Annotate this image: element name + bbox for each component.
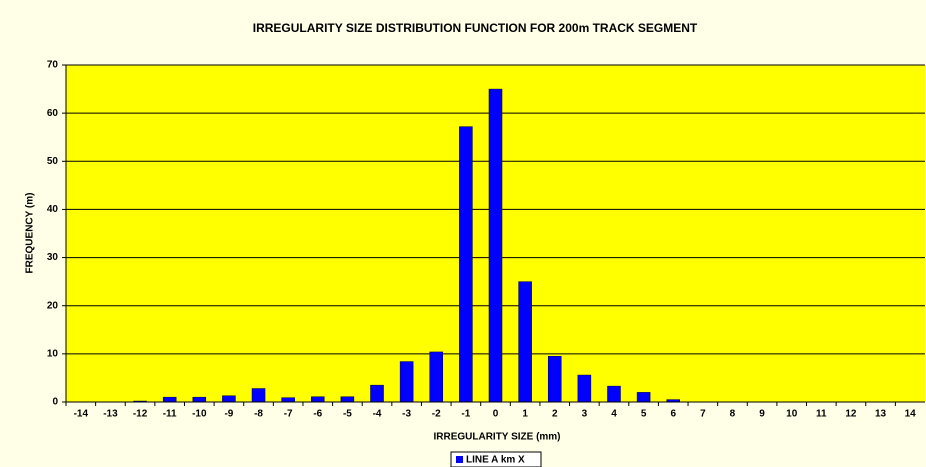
x-tick-label: 5 <box>641 409 647 420</box>
bar <box>488 88 503 403</box>
bar <box>251 388 266 403</box>
x-tick-label: 8 <box>730 409 736 420</box>
y-tick-label: 40 <box>47 204 59 215</box>
bar <box>607 385 621 403</box>
y-tick-label: 0 <box>52 397 58 408</box>
x-tick-label: 12 <box>845 409 857 420</box>
x-tick-label: -9 <box>224 409 233 420</box>
x-tick-label: -3 <box>402 409 411 420</box>
legend <box>450 451 542 467</box>
x-tick-label: 0 <box>493 409 499 420</box>
y-tick-label: 70 <box>47 60 59 71</box>
x-tick-label: -7 <box>284 409 293 420</box>
x-tick-label: 7 <box>700 409 706 420</box>
x-tick-label: 4 <box>611 409 617 420</box>
x-tick-label: -6 <box>313 409 322 420</box>
y-tick-label: 60 <box>47 108 59 119</box>
x-tick-label: 3 <box>582 409 588 420</box>
bar <box>429 351 444 403</box>
x-tick-label: -8 <box>254 409 263 420</box>
y-tick-label: 50 <box>47 156 59 167</box>
x-tick-label: -1 <box>461 409 470 420</box>
x-tick-label: -5 <box>343 409 352 420</box>
bar <box>340 396 355 403</box>
x-tick-label: 11 <box>816 409 827 420</box>
x-tick-label: -12 <box>133 409 148 420</box>
x-tick-label: 10 <box>786 409 798 420</box>
x-tick-label: -13 <box>103 409 118 420</box>
x-axis-title: IRREGULARITY SIZE (mm) <box>433 432 560 443</box>
bar <box>636 392 651 403</box>
chart-title: IRREGULARITY SIZE DISTRIBUTION FUNCTION … <box>253 21 698 35</box>
x-tick-label: 6 <box>670 409 676 420</box>
bar <box>162 396 177 403</box>
x-tick-label: -10 <box>192 409 207 420</box>
y-tick-label: 20 <box>47 300 59 311</box>
bar <box>192 396 207 403</box>
x-tick-label: 14 <box>905 409 917 420</box>
bar <box>577 374 592 403</box>
x-tick-label: -14 <box>74 409 89 420</box>
bar <box>370 384 384 403</box>
y-tick-label: 30 <box>47 252 59 263</box>
x-tick-label: -4 <box>373 409 382 420</box>
bar <box>547 356 562 403</box>
bar <box>518 281 532 403</box>
x-tick-label: 13 <box>875 409 887 420</box>
bar <box>459 126 473 403</box>
bar <box>281 397 295 403</box>
y-axis-title: FREQUENCY (m) <box>25 193 36 274</box>
bar <box>399 361 414 403</box>
x-tick-label: 1 <box>522 409 528 420</box>
legend-swatch <box>456 456 463 463</box>
legend-label: LINE A km X <box>466 455 525 466</box>
bar <box>222 395 236 403</box>
x-tick-label: -11 <box>163 409 177 420</box>
bar <box>311 396 325 403</box>
y-tick-label: 10 <box>47 348 59 359</box>
x-tick-label: -2 <box>432 409 441 420</box>
x-tick-label: 2 <box>552 409 558 420</box>
x-tick-label: 9 <box>759 409 765 420</box>
